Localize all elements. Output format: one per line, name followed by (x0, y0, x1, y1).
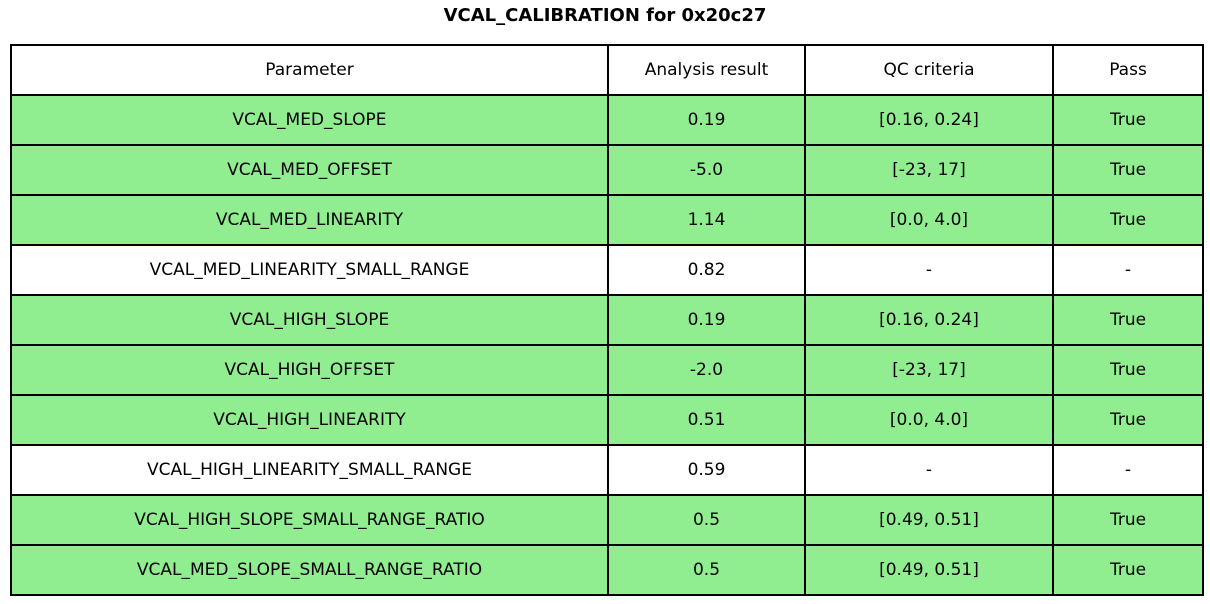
cell-parameter: VCAL_HIGH_SLOPE_SMALL_RANGE_RATIO (10, 494, 609, 546)
cell-parameter: VCAL_MED_LINEARITY (10, 194, 609, 246)
cell-parameter: VCAL_MED_LINEARITY_SMALL_RANGE (10, 244, 609, 296)
col-header-pass: Pass (1052, 44, 1204, 96)
cell-qc-criteria: [0.0, 4.0] (804, 194, 1054, 246)
table-row: VCAL_HIGH_OFFSET -2.0 [-23, 17] True (10, 344, 1204, 396)
col-header-parameter: Parameter (10, 44, 609, 96)
cell-qc-criteria: [-23, 17] (804, 144, 1054, 196)
col-header-analysis-result: Analysis result (607, 44, 806, 96)
cell-qc-criteria: - (804, 244, 1054, 296)
cell-qc-criteria: [0.49, 0.51] (804, 494, 1054, 546)
cell-analysis-result: 0.19 (607, 94, 806, 146)
table-row: VCAL_HIGH_LINEARITY_SMALL_RANGE 0.59- - (10, 444, 1204, 496)
cell-parameter: VCAL_MED_SLOPE_SMALL_RANGE_RATIO (10, 544, 609, 596)
cell-pass: - (1052, 444, 1204, 496)
cell-pass: True (1052, 294, 1204, 346)
cell-parameter: VCAL_HIGH_SLOPE (10, 294, 609, 346)
cell-qc-criteria: - (804, 444, 1054, 496)
cell-qc-criteria: [0.16, 0.24] (804, 94, 1054, 146)
cell-analysis-result: -5.0 (607, 144, 806, 196)
table-row: VCAL_MED_SLOPE_SMALL_RANGE_RATIO 0.5 [0.49… (10, 544, 1204, 596)
table-body: VCAL_MED_SLOPE 0.19 [0.16, 0.24] True VCAL_M… (10, 94, 1204, 596)
table-row: VCAL_MED_LINEARITY_SMALL_RANGE 0.82- - (10, 244, 1204, 296)
cell-pass: True (1052, 544, 1204, 596)
table-row: VCAL_HIGH_SLOPE_SMALL_RANGE_RATIO 0.5 [0.4… (10, 494, 1204, 546)
cell-qc-criteria: [0.0, 4.0] (804, 394, 1054, 446)
cell-parameter: VCAL_HIGH_LINEARITY_SMALL_RANGE (10, 444, 609, 496)
page-title: VCAL_CALIBRATION for 0x20c27 (443, 5, 767, 26)
cell-analysis-result: 0.19 (607, 294, 806, 346)
cell-analysis-result: 0.5 (607, 544, 806, 596)
cell-parameter: VCAL_MED_SLOPE (10, 94, 609, 146)
table-row: VCAL_HIGH_SLOPE 0.19 [0.16, 0.24] True (10, 294, 1204, 346)
cell-pass: True (1052, 394, 1204, 446)
cell-analysis-result: -2.0 (607, 344, 806, 396)
table-row: VCAL_MED_SLOPE 0.19 [0.16, 0.24] True (10, 94, 1204, 146)
cell-qc-criteria: [0.16, 0.24] (804, 294, 1054, 346)
table-header-row: Parameter Analysis result QC criteria Pass (10, 44, 1204, 96)
cell-pass: - (1052, 244, 1204, 296)
cell-pass: True (1052, 94, 1204, 146)
cell-parameter: VCAL_MED_OFFSET (10, 144, 609, 196)
cell-analysis-result: 0.5 (607, 494, 806, 546)
cell-qc-criteria: [-23, 17] (804, 344, 1054, 396)
col-header-qc-criteria: QC criteria (804, 44, 1054, 96)
cell-analysis-result: 0.82 (607, 244, 806, 296)
table-row: VCAL_MED_LINEARITY 1.14 [0.0, 4.0] True (10, 194, 1204, 246)
cell-pass: True (1052, 494, 1204, 546)
cell-pass: True (1052, 194, 1204, 246)
cell-analysis-result: 1.14 (607, 194, 806, 246)
cell-analysis-result: 0.51 (607, 394, 806, 446)
qc-results-table: Parameter Analysis result QC criteria Pass … (10, 44, 1204, 596)
cell-analysis-result: 0.59 (607, 444, 806, 496)
cell-qc-criteria: [0.49, 0.51] (804, 544, 1054, 596)
cell-pass: True (1052, 344, 1204, 396)
cell-parameter: VCAL_HIGH_LINEARITY (10, 394, 609, 446)
cell-parameter: VCAL_HIGH_OFFSET (10, 344, 609, 396)
table-row: VCAL_HIGH_LINEARITY 0.51 [0.0, 4.0] True (10, 394, 1204, 446)
cell-pass: True (1052, 144, 1204, 196)
table-row: VCAL_MED_OFFSET -5.0 [-23, 17] True (10, 144, 1204, 196)
